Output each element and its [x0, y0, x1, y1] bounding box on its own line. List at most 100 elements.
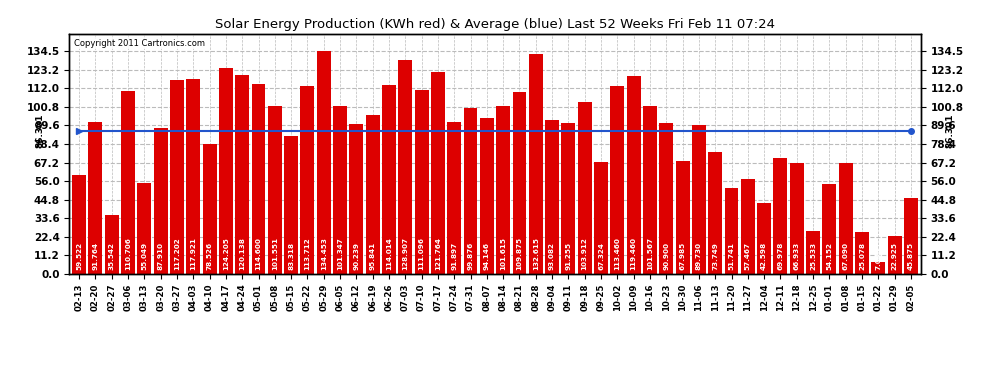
Text: 67.985: 67.985 [679, 242, 685, 270]
Text: 124.205: 124.205 [223, 238, 229, 270]
Bar [741, 178, 754, 274]
Text: 83.318: 83.318 [288, 243, 294, 270]
Bar [251, 84, 265, 274]
Text: 51.741: 51.741 [729, 243, 735, 270]
Text: 67.090: 67.090 [842, 243, 848, 270]
Bar [871, 262, 885, 274]
Text: 67.324: 67.324 [598, 243, 604, 270]
Text: 90.900: 90.900 [663, 243, 669, 270]
Text: 117.202: 117.202 [174, 238, 180, 270]
Text: 121.764: 121.764 [435, 238, 441, 270]
Bar [382, 85, 396, 274]
Bar [138, 183, 151, 274]
Bar [105, 215, 119, 274]
Text: 22.925: 22.925 [892, 243, 898, 270]
Bar [333, 106, 346, 274]
Bar [659, 123, 673, 274]
Text: 114.600: 114.600 [255, 238, 261, 270]
Bar [480, 118, 494, 274]
Text: 93.082: 93.082 [549, 243, 555, 270]
Text: 35.542: 35.542 [109, 243, 115, 270]
Bar [806, 231, 820, 274]
Text: 120.138: 120.138 [240, 238, 246, 270]
Bar [594, 162, 608, 274]
Bar [611, 86, 625, 274]
Text: 101.551: 101.551 [272, 237, 278, 270]
Text: 66.933: 66.933 [794, 242, 800, 270]
Bar [301, 86, 315, 274]
Bar [219, 68, 233, 274]
Text: 87.910: 87.910 [157, 243, 163, 270]
Text: 54.152: 54.152 [827, 243, 833, 270]
Text: 45.875: 45.875 [908, 242, 914, 270]
Text: 94.146: 94.146 [484, 243, 490, 270]
Bar [268, 106, 282, 274]
Text: 7.009: 7.009 [875, 248, 881, 270]
Text: 117.921: 117.921 [190, 238, 196, 270]
Text: 89.730: 89.730 [696, 243, 702, 270]
Text: 42.598: 42.598 [761, 242, 767, 270]
Bar [513, 92, 527, 274]
Bar [888, 236, 902, 274]
Bar [855, 232, 869, 274]
Text: 109.875: 109.875 [517, 237, 523, 270]
Text: 111.096: 111.096 [419, 237, 425, 270]
Text: 91.897: 91.897 [451, 242, 457, 270]
Text: Copyright 2011 Cartronics.com: Copyright 2011 Cartronics.com [73, 39, 205, 48]
Text: 73.749: 73.749 [712, 243, 718, 270]
Text: 25.078: 25.078 [859, 243, 865, 270]
Bar [463, 108, 477, 274]
Text: 78.526: 78.526 [207, 242, 213, 270]
Text: 57.467: 57.467 [744, 243, 750, 270]
Text: 132.615: 132.615 [533, 237, 539, 270]
Bar [627, 76, 641, 274]
Bar [773, 158, 787, 274]
Bar [904, 198, 918, 274]
Bar [644, 106, 657, 274]
Bar [790, 163, 804, 274]
Text: 95.841: 95.841 [369, 242, 375, 270]
Text: 90.239: 90.239 [353, 243, 359, 270]
Bar [447, 122, 461, 274]
Bar [823, 184, 837, 274]
Bar [398, 60, 412, 274]
Bar [529, 54, 543, 274]
Text: 86.301: 86.301 [35, 114, 44, 148]
Text: 91.255: 91.255 [565, 242, 571, 270]
Bar [431, 72, 445, 274]
Bar [365, 115, 379, 274]
Title: Solar Energy Production (KWh red) & Average (blue) Last 52 Weeks Fri Feb 11 07:2: Solar Energy Production (KWh red) & Aver… [215, 18, 775, 31]
Text: 101.567: 101.567 [646, 237, 653, 270]
Bar [121, 90, 135, 274]
Text: 25.533: 25.533 [810, 243, 816, 270]
Bar [496, 105, 510, 274]
Bar [561, 123, 575, 274]
Bar [675, 161, 689, 274]
Bar [692, 125, 706, 274]
Bar [725, 188, 739, 274]
Text: 69.978: 69.978 [777, 242, 783, 270]
Text: 55.049: 55.049 [142, 242, 148, 270]
Text: 101.347: 101.347 [337, 238, 344, 270]
Bar [349, 124, 363, 274]
Bar [284, 136, 298, 274]
Bar [88, 122, 102, 274]
Text: 113.712: 113.712 [305, 238, 311, 270]
Bar [236, 75, 249, 274]
Text: 128.907: 128.907 [402, 237, 408, 270]
Text: 99.876: 99.876 [467, 242, 473, 270]
Text: 103.912: 103.912 [582, 238, 588, 270]
Bar [415, 90, 429, 274]
Text: 134.453: 134.453 [321, 238, 327, 270]
Text: 119.460: 119.460 [631, 237, 637, 270]
Bar [545, 120, 559, 274]
Bar [578, 102, 592, 274]
Bar [170, 80, 184, 274]
Bar [757, 203, 771, 274]
Bar [317, 51, 331, 274]
Text: 113.460: 113.460 [615, 238, 621, 270]
Text: 91.764: 91.764 [92, 243, 98, 270]
Text: 114.014: 114.014 [386, 238, 392, 270]
Bar [708, 152, 722, 274]
Bar [186, 79, 200, 274]
